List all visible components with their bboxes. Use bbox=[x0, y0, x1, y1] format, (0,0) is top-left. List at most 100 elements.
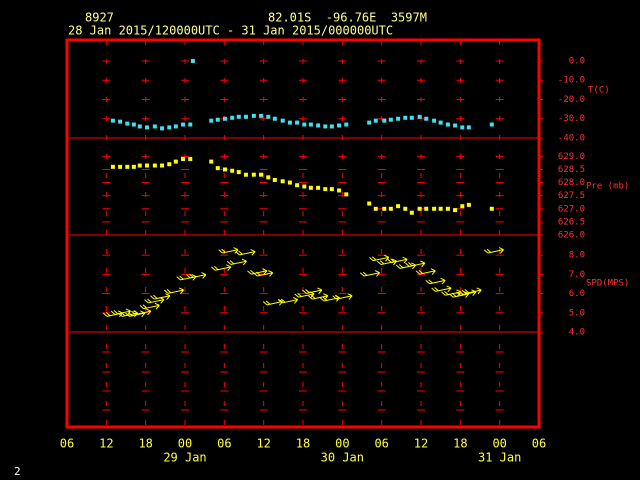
data-point bbox=[466, 125, 471, 130]
wind-barb bbox=[359, 270, 381, 277]
barb-shape bbox=[483, 247, 504, 254]
y-tick-label: -10.0 bbox=[558, 76, 585, 86]
data-point bbox=[137, 124, 142, 129]
wind-barb bbox=[425, 277, 446, 285]
data-point bbox=[272, 116, 277, 121]
wind-barb bbox=[150, 293, 171, 300]
data-point bbox=[167, 162, 172, 167]
data-point bbox=[453, 208, 458, 213]
data-point bbox=[251, 172, 256, 177]
data-point bbox=[209, 118, 214, 123]
data-point bbox=[160, 126, 165, 131]
date-label: 30 Jan bbox=[321, 451, 364, 465]
wind-barb bbox=[308, 293, 329, 300]
data-point bbox=[329, 124, 334, 129]
data-point bbox=[287, 120, 292, 125]
data-point bbox=[302, 184, 307, 189]
data-point bbox=[110, 164, 115, 169]
wind-barb bbox=[235, 249, 256, 256]
y-tick-label: 6.0 bbox=[569, 289, 585, 299]
data-point bbox=[382, 206, 387, 211]
data-point bbox=[230, 168, 235, 173]
y-tick-label: 7.0 bbox=[569, 270, 585, 280]
wind-barb bbox=[253, 270, 274, 277]
plot-frame bbox=[65, 38, 541, 429]
data-point bbox=[344, 122, 349, 127]
y-tick-label: 5.0 bbox=[569, 308, 585, 318]
wind-barb bbox=[431, 285, 452, 293]
y-tick-label: 629.0 bbox=[558, 152, 585, 162]
wind-barb bbox=[125, 310, 146, 318]
barb-shape bbox=[150, 293, 171, 300]
wind-barb bbox=[176, 273, 197, 281]
y-tick-label: 627.5 bbox=[558, 191, 585, 201]
barb-shape bbox=[277, 297, 299, 304]
x-tick-label: 06 bbox=[532, 437, 546, 451]
data-point bbox=[373, 206, 378, 211]
y-tick-label: 8.0 bbox=[569, 251, 585, 261]
data-point bbox=[453, 123, 458, 128]
data-point bbox=[323, 124, 328, 129]
data-point bbox=[316, 123, 321, 128]
wind-barb bbox=[139, 302, 160, 310]
data-point bbox=[367, 120, 372, 125]
data-point bbox=[302, 122, 307, 127]
data-point bbox=[329, 187, 334, 192]
data-point bbox=[215, 117, 220, 122]
x-tick-label: 18 bbox=[453, 437, 467, 451]
data-point bbox=[137, 163, 142, 168]
x-tick-label: 18 bbox=[296, 437, 310, 451]
data-point bbox=[337, 123, 342, 128]
barb-shape bbox=[461, 287, 482, 295]
data-point bbox=[489, 206, 494, 211]
data-point bbox=[181, 156, 186, 161]
data-point bbox=[403, 115, 408, 120]
panel-label: T(C) bbox=[588, 86, 610, 96]
data-point bbox=[144, 163, 149, 168]
data-point bbox=[173, 124, 178, 129]
data-point bbox=[144, 125, 149, 130]
y-tick-label: -40.0 bbox=[558, 134, 585, 144]
barb-shape bbox=[253, 270, 274, 277]
barb-shape bbox=[425, 277, 446, 285]
barb-shape bbox=[405, 260, 426, 268]
data-point bbox=[209, 159, 214, 164]
barb-shape bbox=[308, 293, 329, 300]
panel-label: SPD(MPS) bbox=[586, 279, 629, 289]
data-point bbox=[424, 116, 429, 121]
x-tick-label: 18 bbox=[138, 437, 152, 451]
x-tick-label: 00 bbox=[492, 437, 506, 451]
data-point bbox=[125, 164, 130, 169]
wind-barb bbox=[369, 254, 390, 262]
y-tick-label: 626.5 bbox=[558, 217, 585, 227]
data-point bbox=[160, 163, 165, 168]
wind-barb bbox=[247, 268, 268, 275]
barb-shape bbox=[144, 297, 165, 304]
data-point bbox=[445, 122, 450, 127]
data-point bbox=[489, 122, 494, 127]
y-tick-label: 626.0 bbox=[558, 231, 585, 241]
barb-shape bbox=[163, 287, 185, 295]
barb-shape bbox=[235, 249, 256, 256]
wind-barb bbox=[483, 247, 504, 254]
data-point bbox=[403, 206, 408, 211]
data-point bbox=[118, 164, 123, 169]
data-point bbox=[460, 125, 465, 130]
wind-barb bbox=[144, 297, 165, 304]
wind-barb bbox=[456, 289, 477, 297]
data-point bbox=[438, 120, 443, 125]
wind-barb bbox=[262, 298, 284, 306]
barb-shape bbox=[125, 310, 146, 318]
data-point bbox=[167, 125, 172, 130]
barb-shape bbox=[415, 268, 436, 275]
wind-barb bbox=[395, 262, 417, 270]
data-point bbox=[110, 118, 115, 123]
data-point bbox=[118, 119, 123, 124]
data-point bbox=[251, 113, 256, 118]
wind-barb bbox=[376, 258, 398, 266]
data-point bbox=[131, 122, 136, 127]
y-tick-label: -30.0 bbox=[558, 114, 585, 124]
data-point bbox=[215, 166, 220, 171]
data-point bbox=[308, 122, 313, 127]
